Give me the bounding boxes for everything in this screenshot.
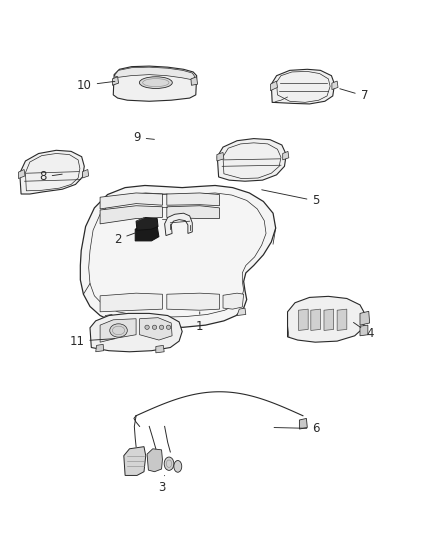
Ellipse shape	[152, 325, 156, 329]
Polygon shape	[18, 169, 25, 179]
Polygon shape	[359, 311, 369, 325]
Ellipse shape	[139, 77, 172, 88]
Polygon shape	[164, 213, 192, 236]
Polygon shape	[298, 309, 307, 330]
Polygon shape	[166, 193, 219, 206]
Polygon shape	[299, 418, 307, 429]
Text: 10: 10	[77, 79, 115, 92]
Polygon shape	[20, 150, 84, 194]
Polygon shape	[114, 67, 194, 80]
Polygon shape	[147, 449, 162, 472]
Polygon shape	[124, 447, 145, 475]
Polygon shape	[100, 319, 136, 342]
Polygon shape	[282, 151, 288, 160]
Polygon shape	[237, 308, 245, 316]
Ellipse shape	[173, 461, 181, 472]
Polygon shape	[166, 293, 219, 310]
Polygon shape	[103, 314, 114, 321]
Ellipse shape	[110, 324, 127, 337]
Ellipse shape	[159, 325, 163, 329]
Ellipse shape	[166, 325, 170, 329]
Polygon shape	[139, 318, 172, 340]
Polygon shape	[270, 81, 277, 91]
Text: 3: 3	[158, 475, 165, 494]
Polygon shape	[100, 293, 162, 312]
Text: 8: 8	[39, 171, 62, 183]
Text: 6: 6	[273, 422, 319, 435]
Polygon shape	[287, 296, 364, 342]
Polygon shape	[90, 313, 182, 352]
Polygon shape	[136, 217, 158, 230]
Polygon shape	[100, 193, 162, 209]
Polygon shape	[217, 139, 286, 181]
Text: 1: 1	[195, 312, 203, 333]
Polygon shape	[223, 293, 243, 309]
Polygon shape	[100, 206, 162, 224]
Ellipse shape	[164, 457, 173, 470]
Polygon shape	[166, 206, 219, 219]
Ellipse shape	[145, 325, 149, 329]
Polygon shape	[95, 344, 103, 352]
Polygon shape	[82, 169, 88, 178]
Polygon shape	[331, 81, 337, 90]
Text: 4: 4	[353, 322, 373, 340]
Polygon shape	[80, 185, 275, 328]
Polygon shape	[135, 225, 159, 241]
Polygon shape	[112, 77, 118, 85]
Text: 2: 2	[113, 233, 135, 246]
Polygon shape	[271, 69, 334, 104]
Text: 5: 5	[261, 190, 319, 207]
Polygon shape	[216, 152, 223, 161]
Polygon shape	[323, 309, 333, 330]
Text: 11: 11	[69, 335, 115, 348]
Text: 7: 7	[339, 88, 367, 102]
Polygon shape	[359, 325, 367, 336]
Text: 9: 9	[133, 131, 154, 144]
Polygon shape	[113, 66, 196, 101]
Polygon shape	[155, 345, 164, 353]
Polygon shape	[310, 309, 320, 330]
Polygon shape	[336, 309, 346, 330]
Polygon shape	[191, 77, 197, 85]
